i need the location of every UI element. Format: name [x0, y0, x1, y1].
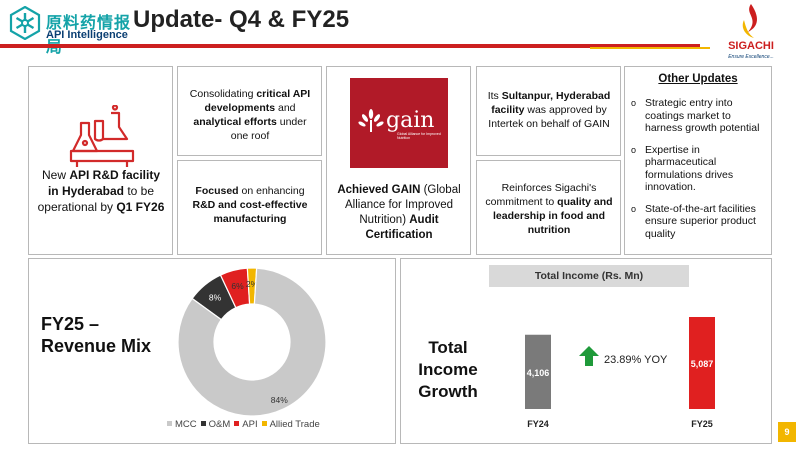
page-number: 9 — [778, 422, 796, 442]
consolidating-text: Consolidating critical API developments … — [189, 88, 311, 142]
bar-data-label: 5,087 — [691, 359, 714, 369]
sigachi-logo: SIGACHI Ensure Excellence... — [706, 2, 796, 64]
lab-flask-icon — [69, 105, 135, 167]
growth-label: 23.89% YOY — [604, 354, 668, 366]
bar-fy25 — [689, 317, 715, 409]
legend-label: Allied Trade — [269, 419, 320, 430]
gain-logo-word: gain — [386, 108, 435, 133]
focus-card: Focused on enhancing R&D and cost-effect… — [177, 160, 322, 255]
legend-swatch — [200, 421, 206, 426]
legend-label: API — [242, 419, 258, 430]
snowflake-logo-icon — [9, 6, 41, 40]
legend-label: MCC — [175, 419, 197, 430]
list-item: o State-of-the-art facilities ensure supe… — [631, 202, 756, 240]
logo-en-text: API Intelligence — [46, 29, 128, 41]
bullet-icon: o — [631, 98, 637, 108]
arrow-up-icon — [579, 346, 599, 366]
consolidating-card: Consolidating critical API developments … — [177, 66, 322, 156]
focus-text: Focused on enhancing R&D and cost-effect… — [192, 185, 308, 225]
legend-swatch — [261, 421, 267, 426]
revenue-mix-panel: FY25 – Revenue Mix 8% 6% 2% 84% MCC O&M API Al… — [28, 258, 396, 444]
legend-swatch — [167, 421, 172, 426]
other-updates-title: Other Updates — [658, 73, 738, 85]
rd-facility-card: New API R&D facility in Hyderabad to be … — [28, 66, 173, 255]
sultanpur-card: Its Sultanpur, Hyderabad facility was ap… — [476, 66, 621, 156]
api-intelligence-logo: 原料药情报局 API Intelligence — [8, 4, 138, 56]
gain-logo: gain Global Alliance for Improved Nutrit… — [350, 78, 448, 168]
other-updates-list: o Strategic entry into coatings market to… — [629, 97, 769, 249]
revenue-mix-legend: MCC O&M API Allied Trade — [163, 419, 320, 430]
donut-data-label: 8% — [209, 292, 222, 302]
bar-category-label: FY24 — [527, 419, 549, 429]
donut-data-label: 6% — [231, 281, 244, 291]
reinforces-text: Reinforces Sigachi's commitment to quali… — [485, 182, 613, 236]
donut-slice-mcc — [177, 267, 327, 417]
total-income-title: Total Income Growth — [418, 338, 478, 401]
flame-logo-icon — [742, 4, 758, 38]
grain-leaf-icon — [358, 109, 384, 132]
rd-facility-text: New API R&D facility in Hyderabad to be … — [37, 168, 165, 214]
total-income-bar-chart: 4,106 FY24 5,087 FY25 23.89% YOY — [525, 317, 715, 429]
gain-card: gain Global Alliance for Improved Nutrit… — [326, 66, 471, 255]
gain-text: Achieved GAIN (Global Alliance for Impro… — [337, 184, 461, 241]
company-name: SIGACHI — [728, 40, 774, 52]
donut-data-label: 84% — [271, 395, 288, 405]
donut-data-label: 2% — [246, 279, 259, 289]
legend-label: O&M — [208, 419, 231, 430]
header-divider — [0, 44, 700, 48]
total-income-header: Total Income (Rs. Mn) — [489, 265, 689, 287]
list-item: o Strategic entry into coatings market to… — [631, 97, 760, 134]
other-updates-card: Other Updates o Strategic entry into coat… — [624, 66, 772, 255]
bullet-icon: o — [631, 203, 637, 214]
company-tagline: Ensure Excellence... — [728, 54, 774, 60]
page-title: Update- Q4 & FY25 — [133, 6, 350, 33]
header-divider-accent — [590, 47, 710, 49]
revenue-mix-title: FY25 – Revenue Mix — [41, 314, 152, 356]
bar-data-label: 4,106 — [527, 368, 550, 378]
bar-fy24 — [525, 334, 551, 409]
bar-category-label: FY25 — [691, 419, 713, 429]
list-item: o Expertise in pharmaceutical formulation… — [631, 143, 734, 194]
legend-swatch — [234, 421, 240, 426]
gain-logo-subtitle: Global Alliance for Improved Nutrition — [397, 132, 441, 140]
sultanpur-text: Its Sultanpur, Hyderabad facility was ap… — [487, 90, 611, 130]
total-income-panel: Total Income (Rs. Mn) Total Income Growt… — [400, 258, 772, 444]
bullet-icon: o — [631, 144, 637, 155]
revenue-mix-donut-chart: 8% 6% 2% 84% — [177, 267, 327, 417]
reinforces-card: Reinforces Sigachi's commitment to quali… — [476, 160, 621, 255]
